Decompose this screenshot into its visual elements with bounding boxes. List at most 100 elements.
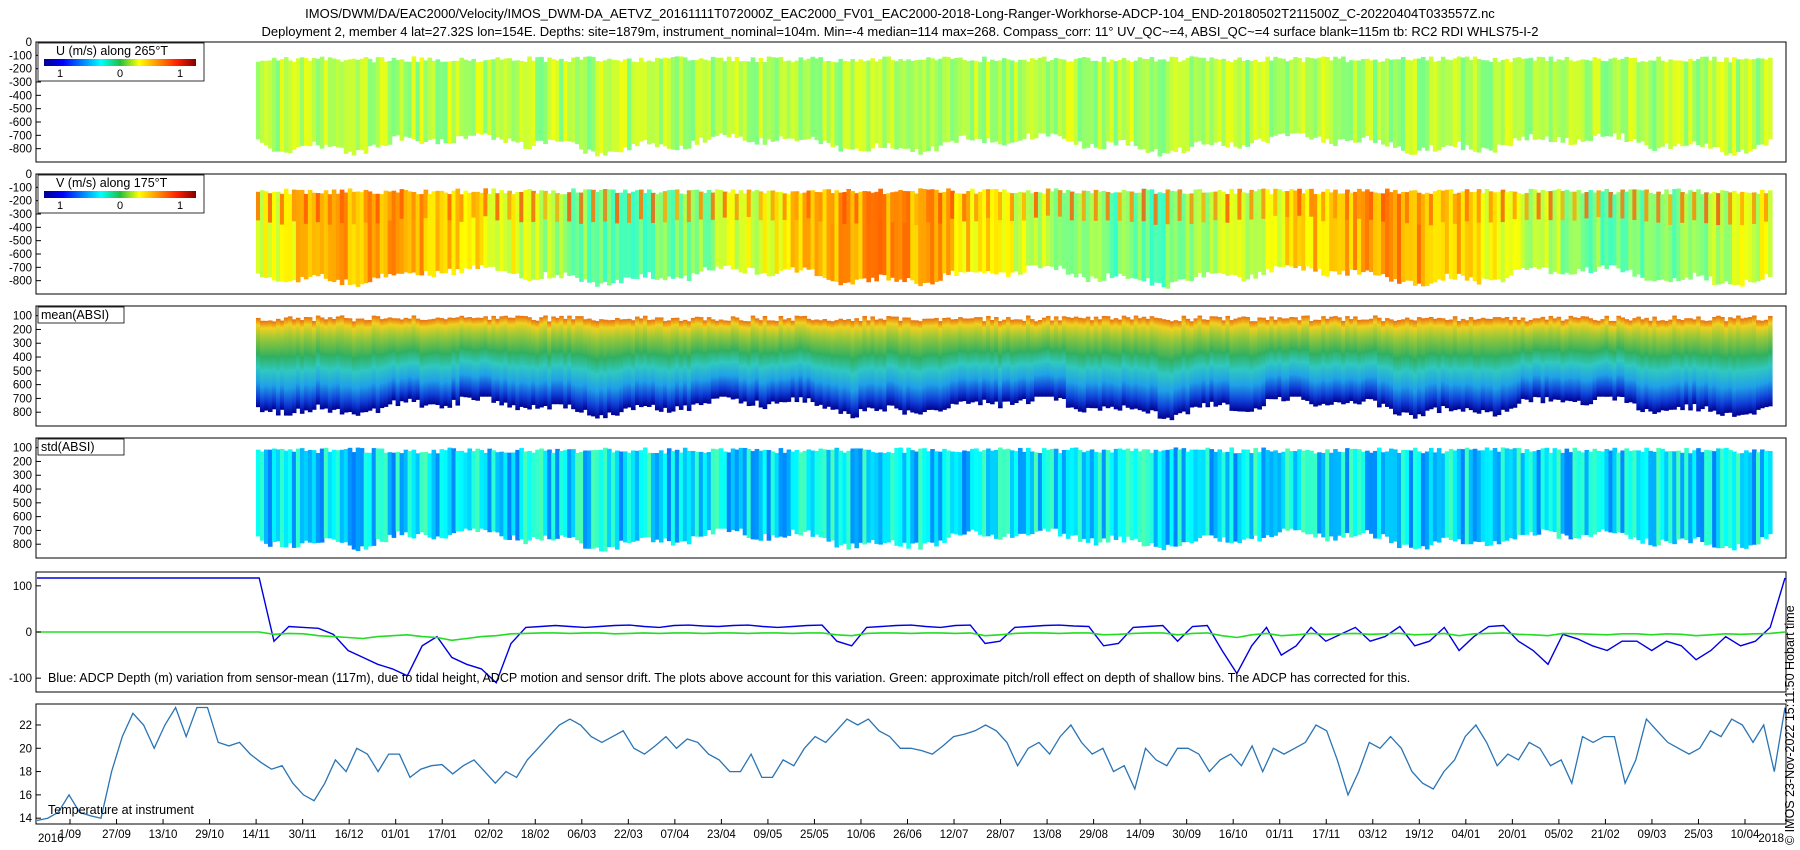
heatmap-cell	[1764, 193, 1769, 275]
x-tick-label: 09/05	[754, 829, 783, 841]
heatmap-cell	[1129, 450, 1135, 541]
heatmap-cell	[1145, 59, 1151, 153]
heatmap-cell	[307, 189, 313, 278]
heatmap-cell	[834, 190, 840, 282]
heatmap-cell	[287, 60, 293, 154]
heatmap-cell	[1452, 316, 1458, 411]
heatmap-cell	[906, 317, 911, 411]
heatmap-cell	[898, 447, 903, 547]
heatmap-cell	[347, 447, 353, 546]
heatmap-cell	[1760, 189, 1765, 280]
heatmap-cell	[1089, 60, 1095, 144]
heatmap-cell	[1241, 60, 1246, 146]
heatmap-cell	[611, 452, 616, 547]
heatmap-cell	[830, 193, 836, 224]
heatmap-cell	[1676, 319, 1681, 407]
heatmap-cell	[1544, 447, 1550, 531]
heatmap-cell	[878, 188, 883, 275]
heatmap-cell	[1141, 188, 1147, 222]
heatmap-cell	[978, 451, 983, 535]
heatmap-cell	[607, 189, 612, 286]
heatmap-cell	[994, 449, 999, 539]
heatmap-cell	[1408, 190, 1414, 281]
heatmap-cell	[471, 58, 477, 136]
heatmap-cell	[1109, 193, 1115, 279]
heatmap-cell	[954, 451, 959, 535]
heatmap-cell	[1373, 450, 1378, 539]
heatmap-cell	[698, 191, 704, 272]
heatmap-cell	[1125, 317, 1131, 408]
y-tick-label: -600	[9, 117, 32, 129]
heatmap-cell	[467, 192, 473, 270]
heatmap-cell	[762, 62, 768, 145]
x-tick-label: 13/10	[149, 829, 178, 841]
heatmap-cell	[1033, 321, 1039, 397]
heatmap-cell	[734, 193, 740, 221]
heatmap-cell	[1504, 58, 1510, 146]
heatmap-cell	[1476, 189, 1482, 223]
heatmap-cell	[798, 452, 804, 536]
heatmap-cell	[886, 56, 891, 144]
panel-label: mean(ABSI)	[41, 308, 109, 322]
heatmap-cell	[455, 60, 461, 137]
heatmap-cell	[1604, 188, 1610, 269]
heatmap-cell	[303, 316, 309, 411]
heatmap-cell	[1476, 189, 1482, 285]
heatmap-cell	[926, 451, 931, 543]
heatmap-cell	[894, 316, 899, 409]
heatmap-cell	[1596, 58, 1602, 134]
heatmap-cell	[447, 317, 453, 408]
heatmap-cell	[1389, 192, 1394, 282]
heatmap-cell	[1608, 191, 1614, 266]
heatmap-cell	[287, 316, 293, 416]
heatmap-cell	[431, 191, 437, 278]
heatmap-cell	[607, 320, 612, 413]
heatmap-cell	[1289, 189, 1294, 267]
heatmap-cell	[1608, 450, 1614, 533]
heatmap-cell	[495, 452, 500, 533]
heatmap-cell	[1317, 193, 1322, 269]
heatmap-cell	[1201, 192, 1207, 223]
heatmap-cell	[1229, 320, 1235, 411]
heatmap-cell	[778, 191, 784, 271]
heatmap-cell	[471, 318, 477, 401]
y-tick-label: -300	[9, 77, 32, 89]
heatmap-cell	[1277, 189, 1282, 268]
heatmap-cell	[515, 449, 520, 541]
heatmap-cell	[778, 448, 784, 537]
heatmap-cell	[1053, 188, 1059, 271]
heatmap-cell	[635, 190, 640, 279]
heatmap-cell	[1265, 319, 1270, 400]
x-tick-label: 14/09	[1126, 829, 1155, 841]
heatmap-cell	[555, 60, 560, 142]
heatmap-cell	[1668, 194, 1673, 226]
heatmap-cell	[718, 190, 724, 269]
heatmap-cell	[1189, 321, 1195, 408]
heatmap-cell	[1077, 449, 1083, 542]
y-tick-label: 200	[13, 324, 32, 336]
heatmap-cell	[854, 193, 860, 280]
heatmap-cell	[1760, 58, 1765, 145]
heatmap-cell	[1672, 315, 1677, 410]
heatmap-cell	[1768, 190, 1773, 278]
heatmap-cell	[1564, 189, 1570, 273]
heatmap-cell	[431, 60, 437, 139]
heatmap-cell	[1436, 60, 1442, 151]
heatmap-cell	[1277, 452, 1282, 533]
heatmap-cell	[1081, 318, 1087, 413]
heatmap-cell	[387, 317, 393, 405]
heatmap-cell	[1432, 318, 1438, 408]
heatmap-cell	[1225, 194, 1231, 276]
heatmap-cell	[898, 320, 903, 411]
heatmap-cell	[822, 189, 828, 278]
depth-series-line	[37, 577, 1786, 685]
heatmap-cell	[383, 318, 389, 407]
heatmap-cell	[1257, 189, 1262, 272]
heatmap-cell	[567, 192, 572, 276]
y-tick-label: 0	[26, 169, 32, 181]
heatmap-cell	[1588, 318, 1594, 405]
heatmap-cell	[1688, 58, 1693, 145]
heatmap-cell	[631, 450, 636, 542]
heatmap-cell	[1572, 317, 1578, 403]
heatmap-cell	[539, 317, 544, 408]
